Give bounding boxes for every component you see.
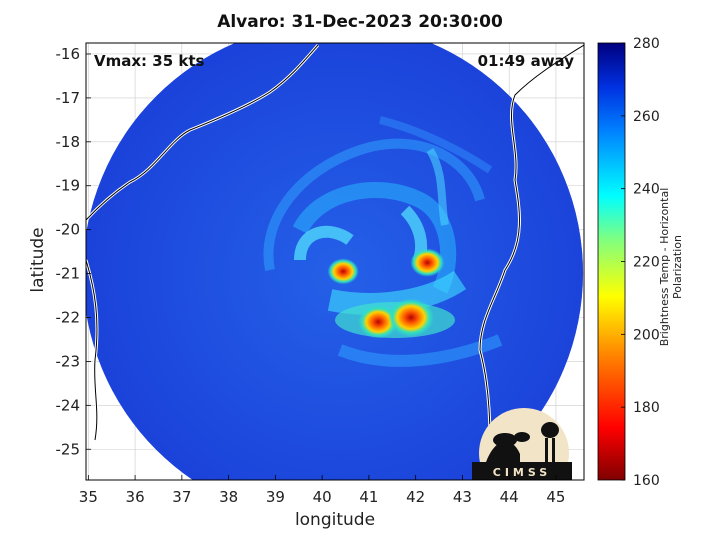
- x-tick-label: 41: [359, 488, 378, 506]
- y-tick-label: -22: [56, 308, 81, 326]
- colorbar-tick-label: 180: [633, 400, 660, 416]
- convective-hotspot: [388, 298, 434, 337]
- x-tick-label: 45: [546, 488, 565, 506]
- y-tick-label: -21: [56, 265, 81, 283]
- convective-hotspot: [327, 258, 359, 285]
- y-tick-label: -20: [56, 221, 81, 239]
- y-axis: -16 -17 -18 -19 -20 -21 -22 -23 -24 -25: [56, 45, 91, 458]
- x-tick-label: 40: [313, 488, 332, 506]
- colorbar-tick-label: 160: [633, 473, 660, 489]
- y-tick-label: -16: [56, 45, 81, 63]
- x-tick-label: 44: [500, 488, 519, 506]
- cimss-logo: CIMSS: [472, 408, 572, 480]
- colorbar-gradient: [597, 42, 626, 481]
- cimss-logo-text: CIMSS: [493, 466, 551, 479]
- colorbar-tick-label: 280: [633, 36, 660, 52]
- x-tick-label: 39: [266, 488, 285, 506]
- coastlines: [86, 43, 584, 480]
- vmax-label: Vmax: 35 kts: [94, 52, 205, 70]
- colorbar-tick-label: 200: [633, 327, 660, 343]
- colorbar-tick-label: 240: [633, 182, 660, 198]
- convective-hotspot: [358, 305, 399, 339]
- figure-title: Alvaro: 31-Dec-2023 20:30:00: [217, 12, 503, 32]
- x-tick-label: 42: [406, 488, 425, 506]
- microwave-swath: [86, 43, 583, 480]
- x-axis-label: longitude: [294, 510, 376, 530]
- x-tick-label: 35: [79, 488, 98, 506]
- y-tick-label: -23: [56, 352, 81, 370]
- y-axis-label: latitude: [28, 227, 48, 293]
- time-away-label: 01:49 away: [477, 52, 574, 70]
- x-tick-label: 37: [172, 488, 191, 506]
- colorbar-tick-label: 220: [633, 255, 660, 271]
- y-tick-label: -18: [56, 133, 81, 151]
- colorbar-tick-label: 260: [633, 109, 660, 125]
- convective-hotspot: [410, 248, 445, 277]
- colorbar: 160 180 200 220 240 260 280: [597, 36, 660, 489]
- y-tick-label: -25: [56, 440, 81, 458]
- y-tick-label: -24: [56, 396, 81, 414]
- x-tick-label: 43: [453, 488, 472, 506]
- x-tick-label: 38: [219, 488, 238, 506]
- y-tick-label: -19: [56, 177, 81, 195]
- colorbar-label: Brightness Temp - Horizontal Polarizatio…: [658, 187, 684, 347]
- x-tick-label: 36: [126, 488, 145, 506]
- y-tick-label: -17: [56, 89, 81, 107]
- x-axis: 35 36 37 38 39 40 41 42 43 44 45: [79, 475, 565, 506]
